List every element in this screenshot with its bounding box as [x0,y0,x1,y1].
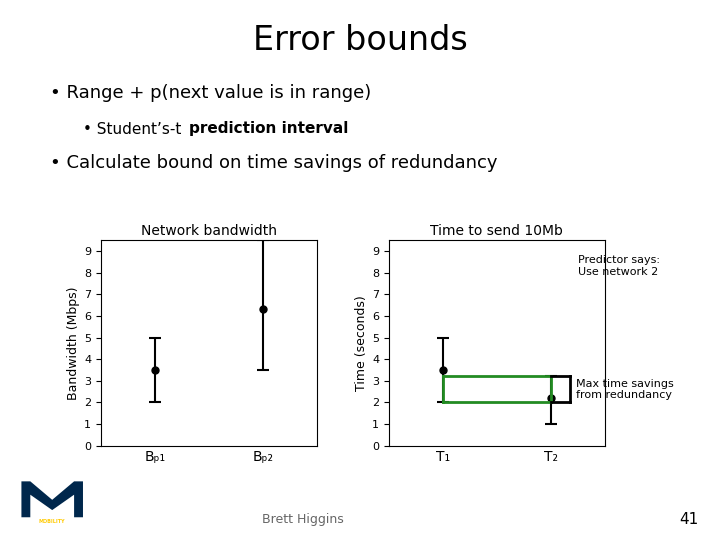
Polygon shape [22,481,83,517]
Text: 41: 41 [679,511,698,526]
Text: Predictor says:
Use network 2: Predictor says: Use network 2 [578,255,660,277]
Text: Error bounds: Error bounds [253,24,467,57]
Title: Network bandwidth: Network bandwidth [141,224,276,238]
Text: prediction interval: prediction interval [189,122,348,137]
Text: Max time savings
from redundancy: Max time savings from redundancy [576,379,673,400]
Text: • Calculate bound on time savings of redundancy: • Calculate bound on time savings of red… [50,154,498,172]
Title: Time to send 10Mb: Time to send 10Mb [431,224,563,238]
Text: Brett Higgins: Brett Higgins [261,514,343,526]
Text: MOBILITY: MOBILITY [39,519,66,524]
Text: • Range + p(next value is in range): • Range + p(next value is in range) [50,84,372,102]
Y-axis label: Time (seconds): Time (seconds) [355,295,368,391]
Text: • Student’s-t: • Student’s-t [83,122,186,137]
Y-axis label: Bandwidth (Mbps): Bandwidth (Mbps) [67,286,80,400]
